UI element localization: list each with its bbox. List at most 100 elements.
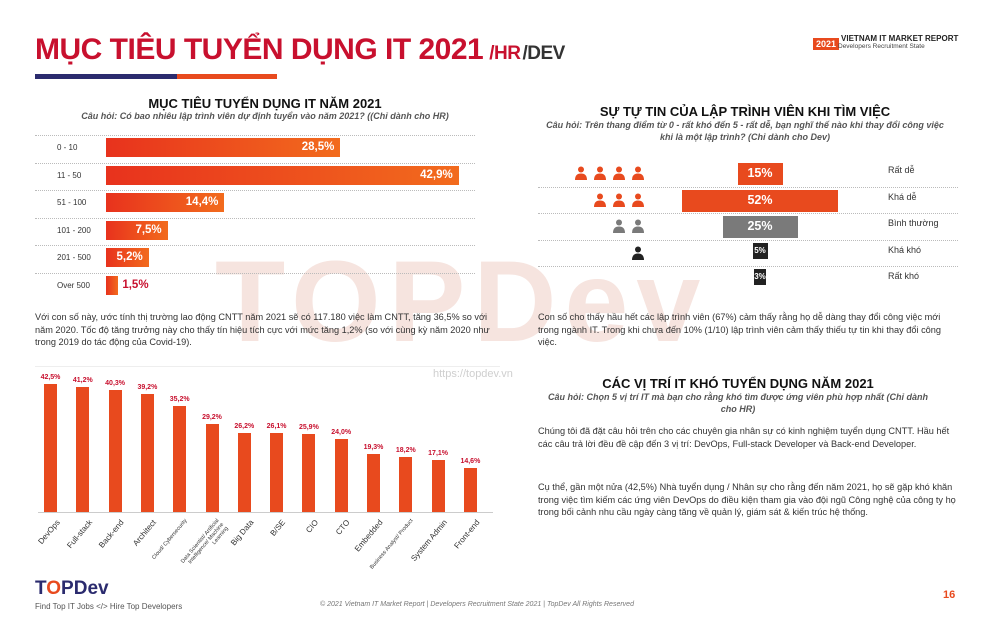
person-icon [574, 166, 588, 180]
person-icon [612, 166, 626, 180]
vbar-category-label: DevOps [35, 518, 62, 546]
hbar-row-separator [35, 217, 475, 219]
confidence-category-label: Rất khó [888, 271, 920, 281]
person-icon [631, 193, 645, 207]
vbar-value-label: 25,9% [298, 423, 319, 431]
vbar-category-label: Big Data [228, 518, 256, 548]
badge-text: VIETNAM IT MARKET REPORT [841, 34, 959, 43]
topdev-logo[interactable]: TOPDev [35, 578, 109, 600]
vbar-value-label: 26,1% [266, 423, 287, 431]
hiring-goal-paragraph: Với con số này, ước tính thị trường lao … [35, 312, 490, 347]
badge-year: 2021 [813, 38, 840, 50]
vbar-value-label: 18,2% [395, 446, 416, 454]
vbar-bar [367, 453, 380, 512]
title-hr-tag: /HR [489, 43, 521, 64]
vbar-category-label: Architect [131, 518, 159, 548]
vbar-value-label: 42,5% [40, 373, 61, 381]
confidence-value-label: 5% [754, 245, 766, 255]
vbar-category-label: System Admin [409, 518, 450, 563]
vbar-category-label: Data Scientist/ Artificial Intelligence/… [180, 518, 230, 566]
hbar-value-label: 5,2% [116, 251, 143, 263]
logo-part-pdev: PDev [61, 578, 109, 599]
hbar-category-label: Over 500 [57, 280, 90, 290]
vbar-category-label: Embedded [352, 518, 385, 554]
vbar-category-label: Full-stack [64, 518, 94, 551]
confidence-value-label: 52% [747, 192, 773, 207]
hiring-goal-title: MỤC TIÊU TUYỂN DỤNG IT NĂM 2021 [148, 96, 382, 111]
vbar-bar [237, 432, 251, 512]
confidence-bar: 5% [752, 242, 768, 259]
confidence-bar: 3% [754, 269, 766, 285]
hbar-category-label: 11 - 50 [57, 170, 82, 180]
vbar-bar [431, 460, 445, 512]
vbar-bar [334, 439, 348, 512]
hbar-bar: 1,5% [106, 275, 149, 295]
vbar-value-label: 41,2% [72, 377, 93, 385]
page-number: 16 [943, 589, 956, 601]
vbar-value-label: 26,2% [234, 422, 255, 430]
vbar-value-label: 24,0% [331, 429, 352, 437]
confidence-question: Câu hỏi: Trên thang điểm từ 0 - rất khó … [546, 120, 944, 142]
confidence-row-separator [538, 213, 958, 214]
vbar-category-label: Front-end [452, 518, 482, 551]
confidence-bar: 52% [682, 189, 838, 212]
hiring-goal-question: Câu hỏi: Có bao nhiêu lập trình viên dự … [81, 111, 449, 121]
vbar-bar [302, 433, 316, 512]
person-icon-group [574, 166, 650, 185]
hard-positions-paragraph-1: Chúng tôi đã đặt câu hỏi trên cho các ch… [538, 426, 950, 449]
hbar-value-label: 28,5% [301, 141, 335, 153]
vbar-category-label: B/SE [268, 518, 288, 538]
vbar-category-label: Business Analyst/ Product [368, 518, 415, 571]
hbar-value-label: 1,5% [122, 278, 149, 291]
vbar-bar [463, 467, 477, 512]
confidence-row-separator [538, 186, 958, 188]
person-icon [593, 193, 607, 207]
vbar-category-label: CIO [303, 518, 320, 535]
vbar-value-label: 19,3% [363, 443, 384, 451]
confidence-paragraph: Con số cho thấy hầu hết các lập trình vi… [538, 312, 942, 347]
hbar-row-separator [35, 135, 475, 136]
hbar-value-label: 7,5% [135, 223, 162, 236]
report-badge: 2021VIETNAM IT MARKET REPORT [813, 34, 959, 50]
hard-positions-question: Câu hỏi: Chọn 5 vị trí IT mà bạn cho rằn… [548, 392, 928, 414]
logo-part-t: T [35, 578, 47, 599]
hbar-category-label: 0 - 10 [57, 143, 78, 152]
person-icon [612, 219, 626, 233]
confidence-title: SỰ TỰ TIN CỦA LẬP TRÌNH VIÊN KHI TÌM VIỆ… [599, 104, 891, 119]
page-title: MỤC TIÊU TUYỂN DỤNG IT 2021/HR/DEV [35, 33, 565, 67]
hbar-bar: 14,4% [106, 193, 225, 212]
hbar-category-label: 201 - 500 [57, 253, 91, 262]
confidence-bar: 25% [722, 216, 798, 238]
vbar-value-label: 17,1% [428, 450, 449, 458]
hbar-category-label: 101 - 200 [57, 225, 91, 235]
badge-subtitle: Developers Recruitment State [838, 43, 925, 50]
hbar-category-label: 51 - 100 [57, 198, 87, 207]
vbar-value-label: 39,2% [137, 383, 158, 391]
hard-positions-paragraph-2: Cụ thể, gần một nửa (42,5%) Nhà tuyển dụ… [538, 482, 956, 517]
footer-copyright: © 2021 Vietnam IT Market Report | Develo… [320, 601, 634, 608]
confidence-bar: 15% [737, 163, 783, 185]
vbar-category-label: Cloud/ Cybersecurity [150, 518, 189, 561]
title-underline [35, 74, 177, 79]
confidence-category-label: Bình thường [888, 218, 939, 228]
confidence-value-label: 15% [747, 166, 773, 180]
person-icon [612, 193, 626, 207]
vbar-bar [173, 405, 187, 512]
vbar-bar [108, 390, 122, 512]
vbar-value-label: 35,2% [169, 395, 190, 403]
logo-part-o: O [46, 578, 62, 599]
person-icon [593, 166, 607, 180]
title-underline-accent [177, 74, 277, 79]
vbar-bar [44, 383, 57, 512]
vbar-value-label: 40,3% [105, 380, 126, 388]
hbar-value-label: 14,4% [185, 196, 219, 208]
confidence-category-label: Khá khó [888, 244, 922, 255]
vbar-bar [76, 387, 90, 512]
watermark-url: https://topdev.vn [433, 368, 513, 380]
vbar-bar [140, 393, 154, 512]
confidence-value-label: 3% [754, 272, 766, 281]
vbar-category-label: Back-end [97, 518, 127, 550]
confidence-category-label: Khá dễ [888, 191, 917, 202]
page-title-text: MỤC TIÊU TUYỂN DỤNG IT 2021 [35, 33, 484, 66]
vbar-bar [270, 433, 284, 512]
